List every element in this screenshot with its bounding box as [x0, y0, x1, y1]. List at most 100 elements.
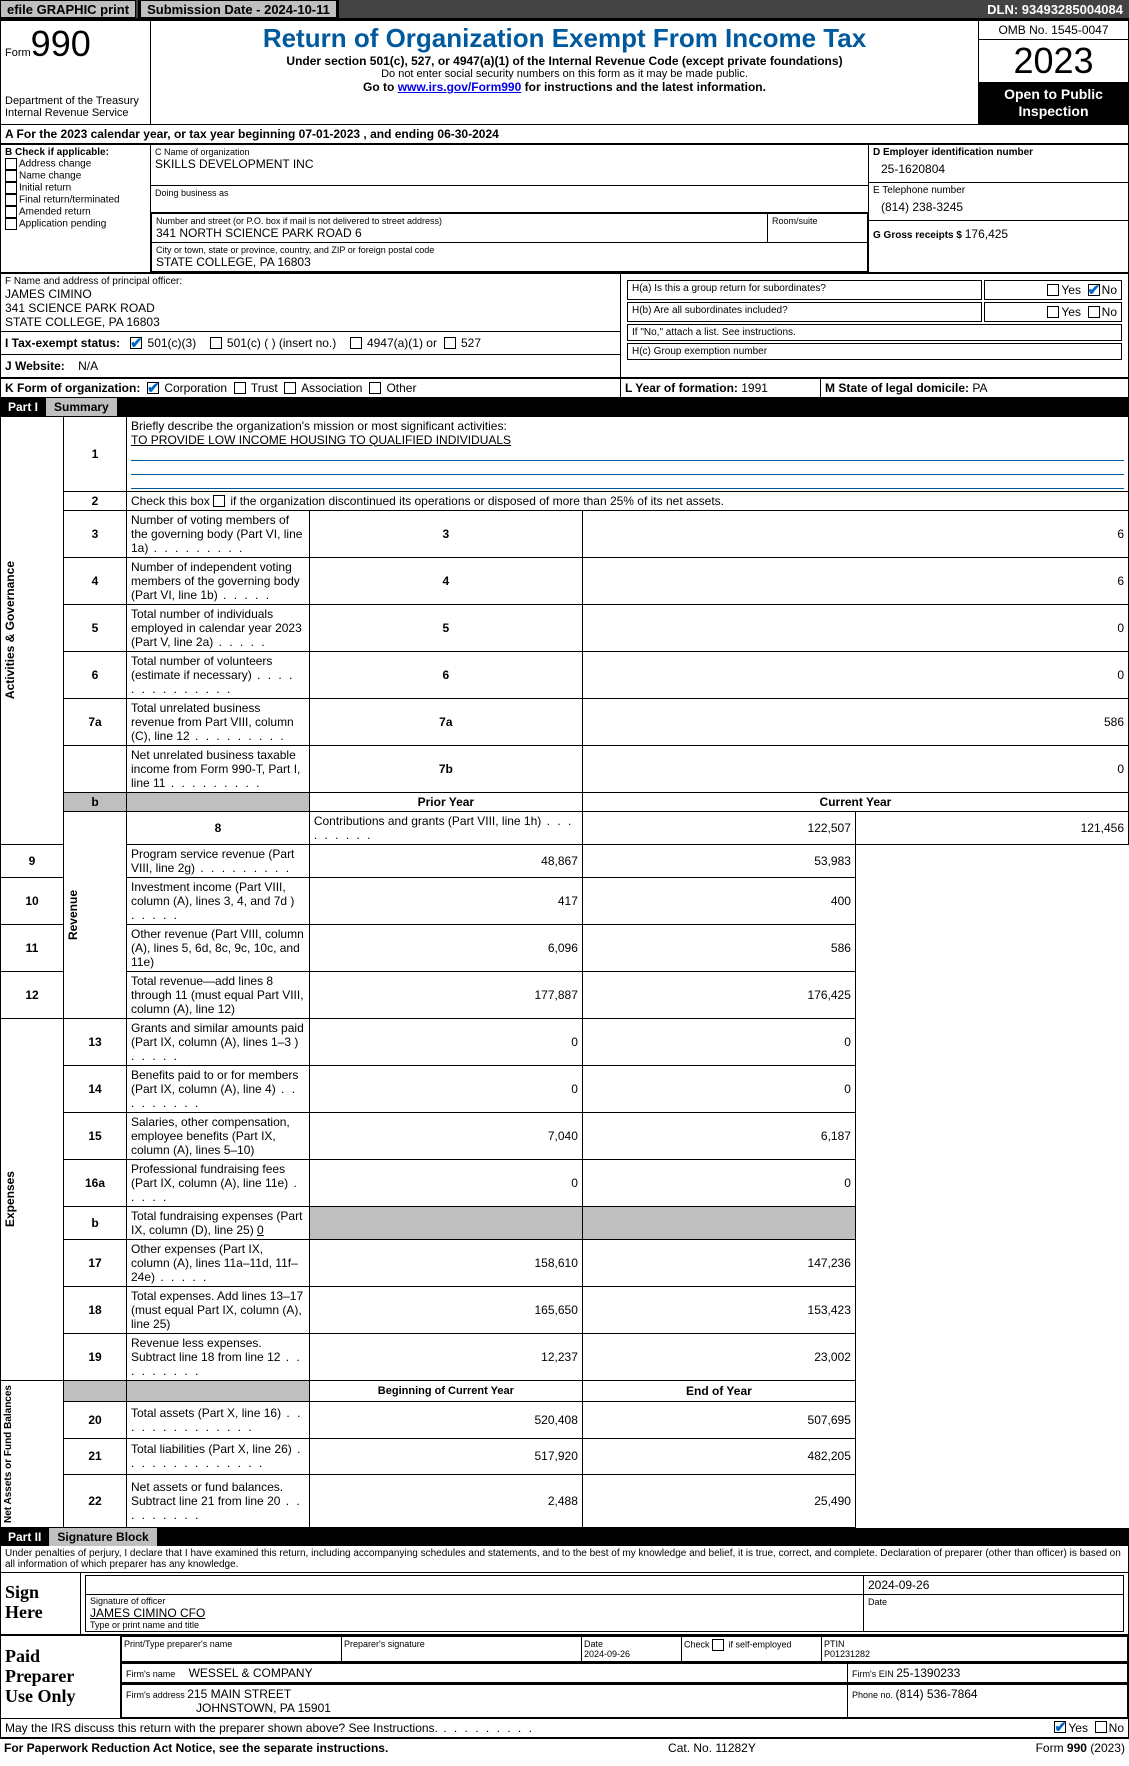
chk-address-change[interactable]: [5, 158, 17, 170]
officer-name: JAMES CIMINO: [5, 287, 616, 301]
l22-desc: Net assets or fund balances. Subtract li…: [131, 1480, 302, 1522]
chk-ha-no[interactable]: [1088, 284, 1100, 296]
irs-label: Internal Revenue Service: [5, 107, 146, 119]
row-i-label: I Tax-exempt status:: [5, 336, 120, 350]
street-value: 341 NORTH SCIENCE PARK ROAD 6: [156, 226, 763, 240]
box-b-label: B Check if applicable:: [5, 147, 109, 158]
officer-group-grid: F Name and address of principal officer:…: [0, 273, 1129, 378]
form-header: Form990 Department of the Treasury Inter…: [0, 20, 1129, 125]
chk-discuss-no[interactable]: [1095, 1721, 1107, 1733]
chk-other[interactable]: [369, 382, 381, 394]
hdr-self-employed: Check if self-employed: [682, 1636, 822, 1661]
chk-assoc[interactable]: [284, 382, 296, 394]
l21-end: 482,205: [582, 1438, 855, 1475]
gross-receipts-value: 176,425: [965, 227, 1008, 241]
h-c-label: H(c) Group exemption number: [627, 343, 1122, 360]
l18-cur: 153,423: [582, 1286, 855, 1333]
box-c-name-label: C Name of organization: [155, 147, 864, 157]
sign-here-label: SignHere: [5, 1583, 76, 1623]
chk-initial-return[interactable]: [5, 182, 17, 194]
l1-desc: Briefly describe the organization's miss…: [131, 419, 507, 433]
l18-desc: Total expenses. Add lines 13–17 (must eq…: [131, 1289, 303, 1331]
l20-end: 507,695: [582, 1401, 855, 1438]
street-label: Number and street (or P.O. box if mail i…: [156, 216, 763, 226]
chk-hb-no[interactable]: [1088, 306, 1100, 318]
part1-header: Part ISummary: [0, 398, 1129, 416]
l11-cur: 586: [582, 924, 855, 971]
l10-cur: 400: [582, 877, 855, 924]
l17-desc: Other expenses (Part IX, column (A), lin…: [131, 1242, 298, 1284]
submission-date: Submission Date - 2024-10-11: [140, 0, 337, 18]
chk-corp[interactable]: [147, 382, 159, 394]
l7a-val: 586: [582, 698, 1128, 745]
officer-sig-name: JAMES CIMINO CFO: [90, 1606, 859, 1620]
l12-desc: Total revenue—add lines 8 through 11 (mu…: [131, 974, 304, 1016]
l8-desc: Contributions and grants (Part VIII, lin…: [314, 814, 573, 842]
h-b-label: H(b) Are all subordinates included?: [627, 302, 982, 322]
l18-prior: 165,650: [309, 1286, 582, 1333]
ptin-value: P01231282: [824, 1649, 870, 1659]
cat-no: Cat. No. 11282Y: [668, 1741, 756, 1755]
chk-discontinued[interactable]: [213, 495, 225, 507]
l11-desc: Other revenue (Part VIII, column (A), li…: [131, 927, 304, 969]
l14-desc: Benefits paid to or for members (Part IX…: [131, 1068, 298, 1110]
goto-line: Go to www.irs.gov/Form990 for instructio…: [155, 80, 974, 94]
l19-desc: Revenue less expenses. Subtract line 18 …: [131, 1336, 302, 1378]
pra-notice: For Paperwork Reduction Act Notice, see …: [4, 1741, 388, 1755]
vert-expenses: Expenses: [1, 1167, 19, 1231]
firm-addr-l2: JOHNSTOWN, PA 15901: [126, 1701, 843, 1715]
sign-date: 2024-09-26: [864, 1575, 1124, 1594]
row-a-taxyear: A For the 2023 calendar year, or tax yea…: [0, 125, 1129, 144]
l16b-val: 0: [257, 1223, 264, 1237]
officer-city: STATE COLLEGE, PA 16803: [5, 315, 616, 329]
l19-cur: 23,002: [582, 1333, 855, 1380]
footer: For Paperwork Reduction Act Notice, see …: [0, 1738, 1129, 1757]
chk-4947[interactable]: [350, 337, 362, 349]
l20-desc: Total assets (Part X, line 16): [131, 1406, 302, 1434]
chk-501c[interactable]: [210, 337, 222, 349]
chk-ha-yes[interactable]: [1047, 284, 1059, 296]
chk-name-change[interactable]: [5, 170, 17, 182]
l7a-desc: Total unrelated business revenue from Pa…: [131, 701, 294, 743]
dba-label: Doing business as: [155, 188, 864, 198]
chk-discuss-yes[interactable]: [1054, 1721, 1066, 1733]
chk-self-employed[interactable]: [712, 1639, 724, 1651]
city-value: STATE COLLEGE, PA 16803: [156, 255, 863, 269]
officer-street: 341 SCIENCE PARK ROAD: [5, 301, 616, 315]
preparer-date: 2024-09-26: [584, 1649, 630, 1659]
efile-print-button[interactable]: efile GRAPHIC print: [0, 0, 136, 18]
dept-treasury: Department of the Treasury: [5, 95, 146, 107]
l14-cur: 0: [582, 1065, 855, 1112]
form-subtitle: Under section 501(c), 527, or 4947(a)(1)…: [155, 54, 974, 68]
goto-link[interactable]: www.irs.gov/Form990: [398, 80, 522, 94]
l15-desc: Salaries, other compensation, employee b…: [131, 1115, 290, 1157]
year-formation: 1991: [741, 381, 768, 395]
chk-trust[interactable]: [234, 382, 246, 394]
vert-netassets: Net Assets or Fund Balances: [1, 1381, 16, 1527]
chk-final-return[interactable]: [5, 194, 17, 206]
h-b-note: If "No," attach a list. See instructions…: [627, 324, 1122, 341]
l5-desc: Total number of individuals employed in …: [131, 607, 302, 649]
l8-prior: 122,507: [582, 811, 855, 844]
chk-amended-return[interactable]: [5, 206, 17, 218]
l3-val: 6: [582, 510, 1128, 557]
l9-prior: 48,867: [309, 844, 582, 877]
firm-addr-l1: 215 MAIN STREET: [187, 1687, 291, 1701]
row-j-label: J Website:: [5, 359, 65, 373]
hdr-current-year: Current Year: [582, 792, 1128, 811]
chk-hb-yes[interactable]: [1047, 306, 1059, 318]
l16b-desc: Total fundraising expenses (Part IX, col…: [131, 1209, 302, 1237]
dln: DLN: 93493285004084: [981, 0, 1129, 18]
ein-value: 25-1620804: [873, 158, 1124, 180]
tax-year: 2023: [979, 40, 1128, 82]
chk-527[interactable]: [444, 337, 456, 349]
l15-cur: 6,187: [582, 1112, 855, 1159]
l19-prior: 12,237: [309, 1333, 582, 1380]
l16a-cur: 0: [582, 1159, 855, 1206]
firm-phone: (814) 536-7864: [896, 1687, 978, 1701]
chk-501c3[interactable]: [130, 337, 142, 349]
form-footer: Form 990 (2023): [1036, 1741, 1125, 1755]
discuss-row: May the IRS discuss this return with the…: [0, 1719, 1129, 1738]
chk-application-pending[interactable]: [5, 218, 17, 230]
l22-end: 25,490: [582, 1475, 855, 1527]
